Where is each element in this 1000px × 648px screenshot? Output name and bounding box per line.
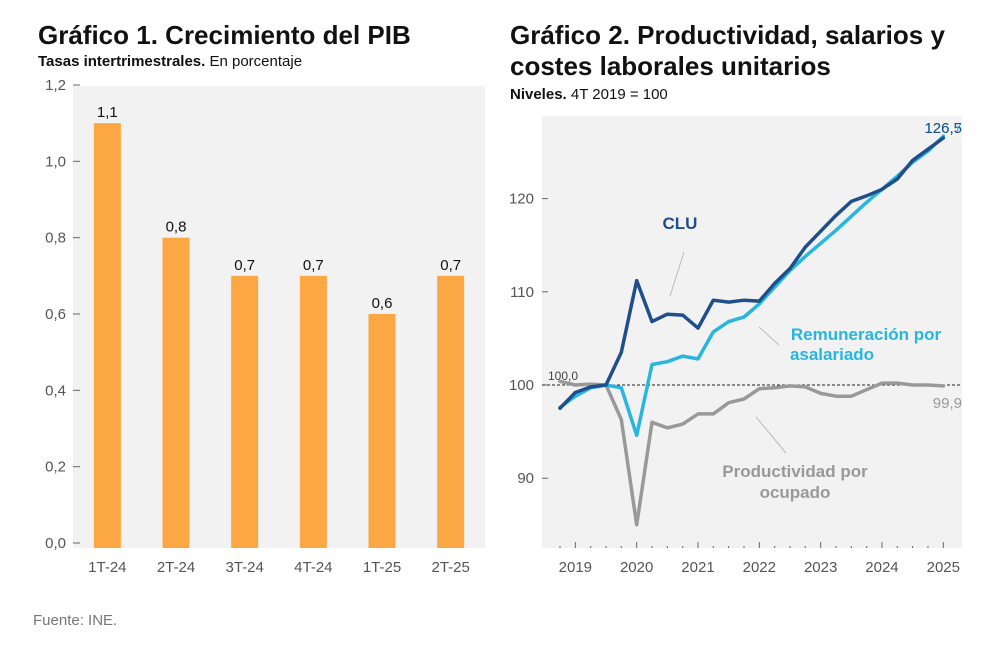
y-tick-label: 0,4 [45, 382, 66, 399]
end-label-productividad: 99,9 [933, 395, 962, 412]
x-tick-label: 1T-25 [363, 559, 401, 576]
x-tick-label: 2T-25 [431, 559, 469, 576]
x-tick-label: 2025 [927, 559, 960, 576]
x-tick-label: 2T-24 [157, 559, 195, 576]
chart2-title-rest-line1: Productividad, salarios y [629, 20, 945, 50]
bar-chart-panel [73, 86, 485, 548]
x-tick-label: 2022 [743, 559, 776, 576]
chart1-title-bold: Gráfico 1. [38, 20, 158, 50]
y-tick-label: 120 [509, 191, 534, 208]
y-tick-label: 110 [510, 284, 534, 301]
x-tick-label: 2024 [865, 559, 898, 576]
x-tick-label: 4T-24 [294, 559, 332, 576]
series-line-productividad [558, 379, 946, 527]
bar [368, 314, 396, 548]
chart1-title: Gráfico 1. Crecimiento del PIB [38, 20, 411, 51]
y-tick-label: 1,0 [45, 153, 66, 170]
y-tick-label: 100 [509, 377, 534, 394]
series-label-remuneracion-line1: Remuneración por [791, 325, 942, 344]
bar [231, 275, 259, 548]
bar-value-label: 0,7 [440, 257, 461, 274]
line-chart-panel [542, 116, 962, 548]
series-label-productividad-line2: ocupado [760, 483, 831, 502]
x-tick-label: 2020 [620, 559, 653, 576]
y-tick-label: 0,6 [45, 306, 66, 323]
clu-label-leader [669, 251, 685, 297]
bar-value-label: 0,8 [166, 219, 187, 236]
bar-value-label: 0,7 [303, 257, 324, 274]
series-line-clu [558, 136, 946, 411]
bar-value-label: 0,7 [234, 257, 255, 274]
productividad-label-leader [755, 416, 787, 454]
y-tick-label: 90 [517, 470, 534, 487]
y-tick-label: 0,2 [45, 459, 66, 476]
x-tick-label: 2021 [681, 559, 714, 576]
y-tick-label: 0,0 [45, 535, 66, 552]
x-tick-label: 1T-24 [88, 559, 126, 576]
reference-line-label: 100,0 [548, 369, 578, 383]
x-tick-label: 3T-24 [225, 559, 263, 576]
series-label-clu: CLU [663, 214, 698, 233]
y-tick-label: 1,2 [45, 77, 66, 94]
end-label-remuneracion: 126,7 [924, 120, 962, 137]
bar [299, 275, 327, 548]
bar-value-label: 1,1 [97, 104, 118, 121]
remuneracion-label-leader [758, 326, 780, 346]
bar [437, 275, 465, 548]
x-tick-label: 2023 [804, 559, 837, 576]
series-label-productividad-line1: Productividad por [722, 462, 868, 481]
bar-value-label: 0,6 [372, 295, 393, 312]
chart2-subtitle-rest: 4T 2019 = 100 [566, 86, 668, 103]
chart1-subtitle-rest: En porcentaje [205, 53, 303, 70]
chart2-title: Gráfico 2. Productividad, salarios y cos… [510, 20, 945, 82]
source-note: Fuente: INE. [33, 612, 118, 629]
bar [162, 237, 190, 548]
chart1-subtitle: Tasas intertrimestrales. En porcentaje [38, 53, 302, 71]
y-tick-label: 0,8 [45, 230, 66, 247]
chart2-title-rest-line2: costes laborales unitarios [510, 51, 831, 81]
chart2-subtitle-bold: Niveles. [510, 86, 567, 103]
chart1-title-rest: Crecimiento del PIB [157, 20, 411, 50]
chart2-title-bold: Gráfico 2. [510, 20, 630, 50]
chart2-subtitle: Niveles. 4T 2019 = 100 [510, 86, 668, 104]
x-tick-label: 2019 [559, 559, 592, 576]
end-label-clu: 126,5 [924, 120, 962, 137]
bar [93, 123, 121, 549]
chart1-subtitle-bold: Tasas intertrimestrales. [38, 53, 206, 70]
series-label-remuneracion-line2: asalariado [790, 345, 874, 364]
